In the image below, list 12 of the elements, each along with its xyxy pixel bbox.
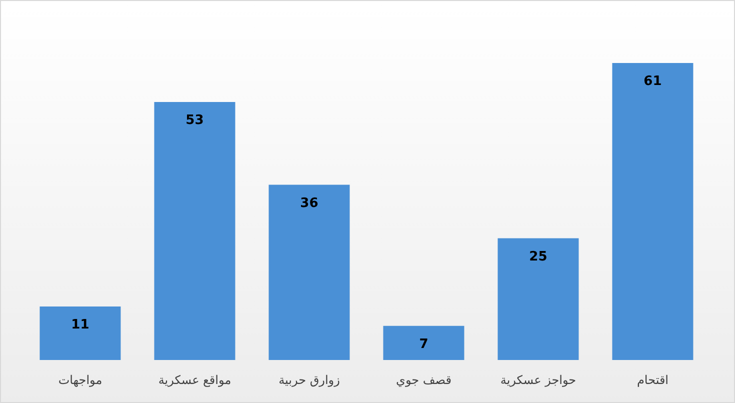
data-label: 25 (529, 250, 548, 265)
x-tick-label: حواجز عسكرية (500, 373, 576, 387)
x-tick-label: مواقع عسكرية (158, 373, 232, 387)
x-tick-label: قصف جوي (396, 373, 452, 387)
data-label: 53 (186, 113, 204, 128)
x-tick-label: زوارق حربية (278, 373, 340, 387)
data-label: 11 (71, 318, 90, 333)
x-tick-label: اقتحام (636, 373, 669, 387)
data-label: 7 (419, 337, 428, 352)
x-tick-label: مواجهات (58, 373, 102, 387)
data-label: 61 (644, 74, 662, 90)
data-label: 36 (300, 196, 318, 211)
